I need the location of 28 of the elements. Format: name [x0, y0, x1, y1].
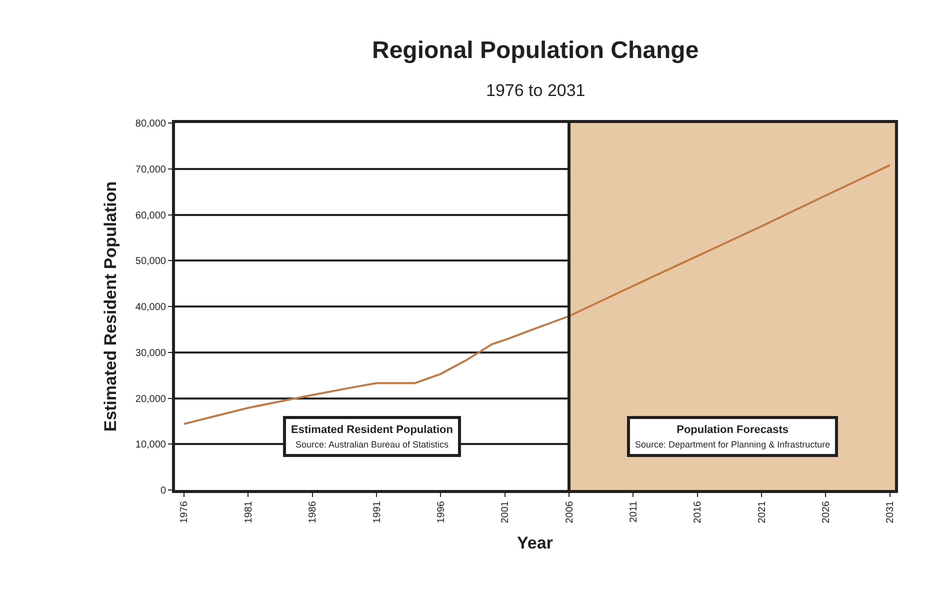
x-tick-label: 1986 [308, 500, 319, 524]
y-tick-label: 60,000 [135, 210, 166, 222]
x-tick-label: 2006 [564, 500, 576, 524]
chart-title: Regional Population Change [372, 37, 699, 64]
x-tick-label: 2031 [885, 500, 896, 524]
x-axis-title: Year [517, 534, 554, 553]
y-tick-label: 50,000 [135, 256, 166, 268]
x-tick-label: 1981 [243, 500, 254, 524]
y-tick-label: 80,000 [135, 118, 166, 130]
x-tick-label: 1976 [179, 500, 190, 524]
x-tick-label: 2021 [756, 500, 768, 524]
y-axis-title: Estimated Resident Population [100, 181, 120, 432]
x-tick-label: 2001 [500, 500, 512, 524]
y-tick-label: 0 [160, 486, 166, 496]
y-tick-label: 40,000 [135, 302, 166, 313]
x-tick-label: 2016 [692, 500, 704, 524]
annotation: Estimated Resident Population Source: Australian Bureau of Statistics [291, 424, 454, 450]
line-series [182, 164, 891, 425]
x-tick-label: 2011 [628, 500, 640, 523]
y-tick-label: 70,000 [135, 164, 166, 176]
x-tick-label: 1991 [372, 500, 383, 524]
y-tick-label: 20,000 [135, 394, 166, 405]
x-tick-label: 1996 [436, 500, 447, 524]
chart-subtitle: 1976 to 2031 [486, 81, 586, 100]
y-tick-label: 10,000 [135, 440, 166, 451]
x-tick-label: 2026 [820, 500, 832, 524]
annotation: Population Forecasts Source: Department for Planning & Infrastructure [635, 424, 830, 450]
y-tick-label: 30,000 [135, 348, 166, 359]
